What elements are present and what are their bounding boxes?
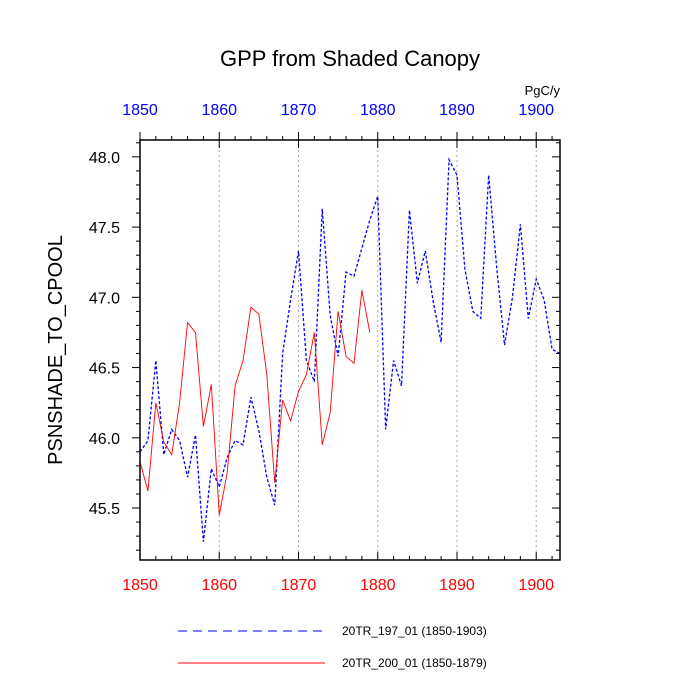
x-tick-label-top: 1890 — [439, 102, 475, 119]
x-tick-label-top: 1850 — [122, 102, 158, 119]
series-line-1 — [140, 157, 560, 542]
y-tick-label: 46.5 — [89, 361, 120, 378]
x-tick-label-top: 1870 — [281, 102, 317, 119]
y-axis-label: PSNSHADE_TO_CPOOL — [45, 235, 67, 465]
y-tick-label: 48.0 — [89, 150, 120, 167]
x-tick-label-bottom: 1900 — [518, 577, 554, 594]
x-tick-label-bottom: 1870 — [281, 577, 317, 594]
y-tick-label: 46.0 — [89, 431, 120, 448]
x-tick-label-bottom: 1880 — [360, 577, 396, 594]
y-tick-label: 47.5 — [89, 220, 120, 237]
x-tick-label-top: 1900 — [518, 102, 554, 119]
x-tick-label-top: 1860 — [201, 102, 237, 119]
legend-label-1: 20TR_197_01 (1850-1903) — [342, 624, 487, 638]
x-tick-label-bottom: 1890 — [439, 577, 475, 594]
chart-title: GPP from Shaded Canopy — [220, 46, 480, 71]
y-tick-label: 47.0 — [89, 290, 120, 307]
legend-label-2: 20TR_200_01 (1850-1879) — [342, 656, 487, 670]
y-tick-label: 45.5 — [89, 501, 120, 518]
x-tick-label-bottom: 1850 — [122, 577, 158, 594]
series-group — [140, 157, 560, 542]
x-tick-label-bottom: 1860 — [201, 577, 237, 594]
x-tick-label-top: 1880 — [360, 102, 396, 119]
legend: 20TR_197_01 (1850-1903) 20TR_200_01 (1850… — [178, 624, 487, 670]
axis-ticks: 1850 1850 1860 1860 1870 1870 1880 1880 1890 1890… — [89, 102, 560, 594]
units-label: PgC/y — [525, 83, 561, 98]
series-line-2 — [140, 290, 371, 516]
plot-frame — [139, 139, 561, 561]
